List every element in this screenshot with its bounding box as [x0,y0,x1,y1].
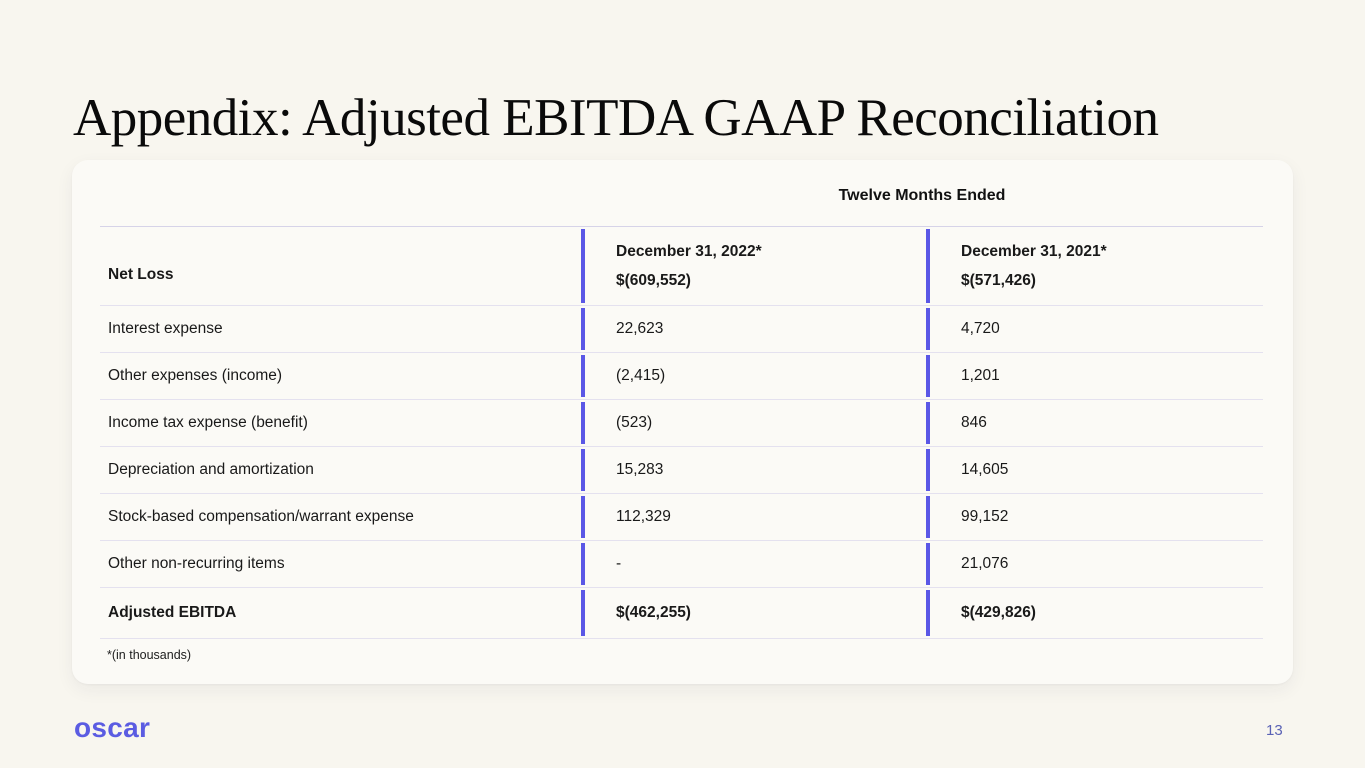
row-label: Interest expense [108,320,223,337]
header-col-2021-value: $(571,426) [961,272,1036,289]
page-number: 13 [1266,722,1283,739]
row-value-2021: $(429,826) [926,588,1263,638]
row-value-2022: 15,283 [581,447,926,493]
row-label: Other expenses (income) [108,367,283,384]
table-row-adjusted-ebitda: Adjusted EBITDA $(462,255) $(429,826) [100,588,1263,639]
header-col-2022: December 31, 2022* $(609,552) [581,227,926,305]
header-label-net-loss: Net Loss [108,266,174,283]
row-value-2021: 14,605 [926,447,1263,493]
row-value-2021: 4,720 [926,306,1263,352]
row-label: Adjusted EBITDA [108,604,237,621]
reconciliation-table: Net Loss December 31, 2022* $(609,552) D… [100,226,1263,639]
row-value-2021: 1,201 [926,353,1263,399]
row-value-2022: (2,415) [581,353,926,399]
header-col-2021-date: December 31, 2021* [961,243,1107,260]
row-label: Stock-based compensation/warrant expense [108,508,414,525]
table-row: Depreciation and amortization 15,283 14,… [100,447,1263,494]
row-value-2022: 112,329 [581,494,926,540]
header-col-2022-date: December 31, 2022* [616,243,762,260]
row-label: Other non-recurring items [108,555,285,572]
row-value-2021: 99,152 [926,494,1263,540]
reconciliation-card: Twelve Months Ended Net Loss December 31… [72,160,1293,684]
row-value-2022: (523) [581,400,926,446]
row-label: Income tax expense (benefit) [108,414,308,431]
row-value-2021: 846 [926,400,1263,446]
table-header-row: Net Loss December 31, 2022* $(609,552) D… [100,227,1263,306]
row-value-2022: $(462,255) [581,588,926,638]
page-title: Appendix: Adjusted EBITDA GAAP Reconcili… [73,88,1159,147]
table-row: Stock-based compensation/warrant expense… [100,494,1263,541]
row-value-2021: 21,076 [926,541,1263,587]
oscar-logo: oscar [74,712,151,743]
table-group-header: Twelve Months Ended [838,187,1006,204]
row-label: Depreciation and amortization [108,461,314,478]
row-value-2022: - [581,541,926,587]
table-row: Income tax expense (benefit) (523) 846 [100,400,1263,447]
row-value-2022: 22,623 [581,306,926,352]
table-row: Other non-recurring items - 21,076 [100,541,1263,588]
header-col-2022-value: $(609,552) [616,272,691,289]
table-row: Interest expense 22,623 4,720 [100,306,1263,353]
header-col-2021: December 31, 2021* $(571,426) [926,227,1263,305]
footnote: *(in thousands) [107,648,192,662]
table-row: Other expenses (income) (2,415) 1,201 [100,353,1263,400]
